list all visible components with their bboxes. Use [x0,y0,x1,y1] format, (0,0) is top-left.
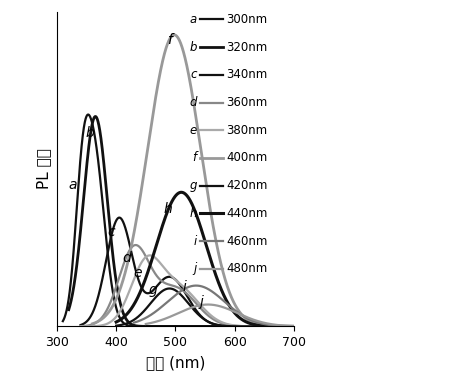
X-axis label: 波长 (nm): 波长 (nm) [146,355,205,370]
Text: b: b [85,126,94,140]
Text: 340nm: 340nm [226,68,268,81]
Text: 300nm: 300nm [226,13,267,26]
Text: 480nm: 480nm [226,262,268,275]
Text: 400nm: 400nm [226,151,268,164]
Text: i: i [193,235,197,248]
Text: d: d [122,251,131,265]
Text: e: e [133,266,142,280]
Text: g: g [189,179,197,192]
Text: a: a [68,178,76,192]
Text: 360nm: 360nm [226,96,268,109]
Text: j: j [200,295,203,309]
Text: 420nm: 420nm [226,179,268,192]
Text: c: c [108,225,115,239]
Text: d: d [189,96,197,109]
Text: 460nm: 460nm [226,235,268,248]
Text: j: j [193,262,197,275]
Text: f: f [167,33,172,46]
Text: f: f [192,151,197,164]
Text: a: a [190,13,197,26]
Text: c: c [190,68,197,81]
Text: h: h [189,207,197,220]
Y-axis label: PL 强度: PL 强度 [36,149,51,189]
Text: 380nm: 380nm [226,124,267,137]
Text: e: e [190,124,197,137]
Text: 320nm: 320nm [226,41,268,54]
Text: g: g [148,283,157,297]
Text: b: b [189,41,197,54]
Text: h: h [164,202,173,215]
Text: i: i [183,280,187,294]
Text: 440nm: 440nm [226,207,268,220]
